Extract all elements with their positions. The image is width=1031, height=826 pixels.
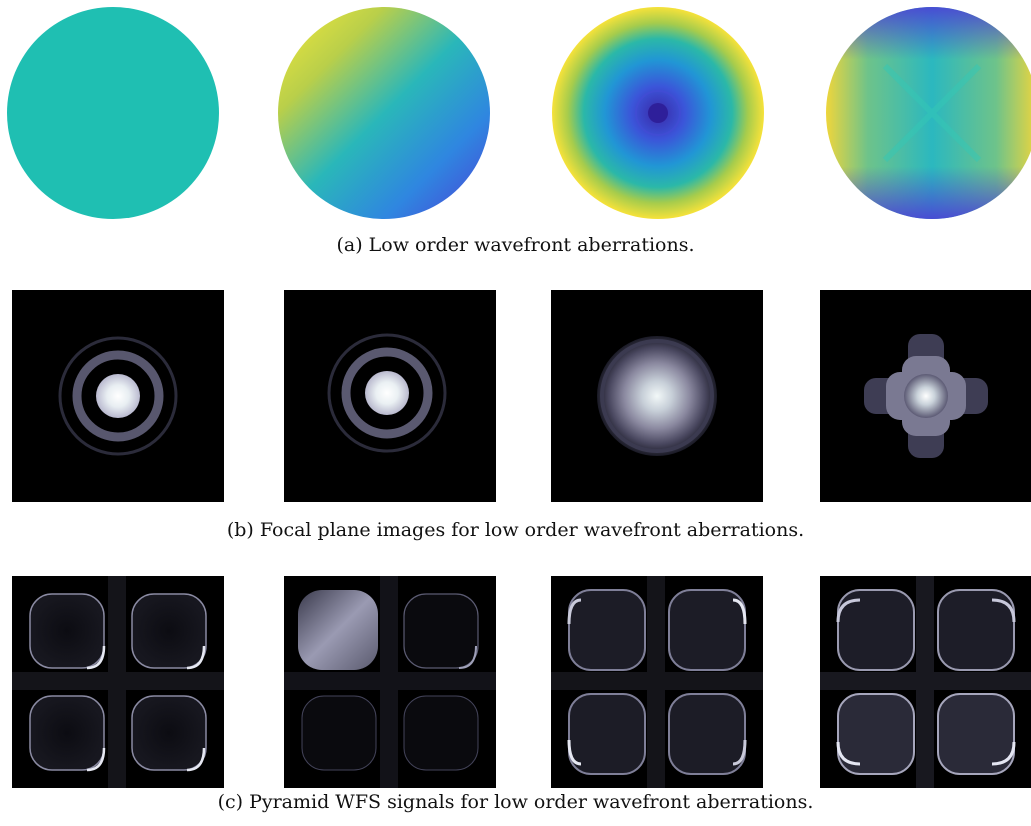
caption-c: (c) Pyramid WFS signals for low order wa… [217,791,814,813]
pyramid-row: (c) Pyramid WFS signals for low order wa… [0,576,1031,826]
wavefront-row: (a) Low order wavefront aberrations. [0,0,1031,260]
astigmatism-wavefront [826,7,1031,219]
psf-defocus [551,290,763,502]
psf-tilt [284,290,496,502]
piston-wavefront [7,7,219,219]
focal-plane-row: (b) Focal plane images for low order wav… [0,290,1031,550]
pwfs-astigmatism [820,576,1031,788]
caption-a: (a) Low order wavefront aberrations. [336,234,695,256]
pwfs-piston [12,576,224,788]
defocus-wavefront [552,7,764,219]
pwfs-tilt [284,576,496,788]
caption-b: (b) Focal plane images for low order wav… [226,519,805,541]
psf-piston [12,290,224,502]
pwfs-defocus [551,576,763,788]
tip-tilt-wavefront [278,7,490,219]
psf-astigmatism [820,290,1031,502]
